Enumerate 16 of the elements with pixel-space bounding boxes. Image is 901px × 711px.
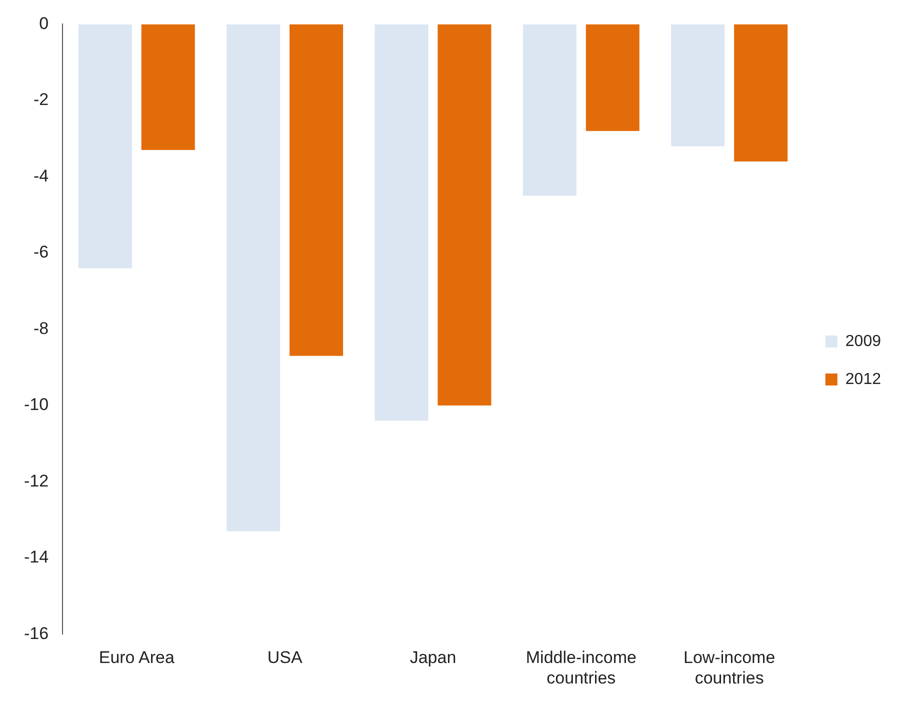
y-tick-label: -12 xyxy=(24,471,49,490)
y-tick-label: -8 xyxy=(33,318,49,338)
y-tick-label: -6 xyxy=(33,242,49,262)
x-tick-label: Low-income countries xyxy=(683,648,776,688)
x-tick-label: Euro Area xyxy=(98,648,175,668)
x-tick-label: USA xyxy=(267,648,303,668)
legend-label: 2009 xyxy=(845,332,882,350)
y-tick-label: -4 xyxy=(33,166,49,186)
x-tick-label: Japan xyxy=(410,648,456,668)
y-tick-label: -10 xyxy=(24,395,49,414)
legend-label: 2012 xyxy=(845,370,882,388)
y-tick-label: 0 xyxy=(39,14,49,33)
y-tick-label: -2 xyxy=(33,90,49,110)
y-tick-label: -16 xyxy=(24,624,49,643)
x-tick-label: Middle-income countries xyxy=(526,648,636,688)
y-tick-label: -14 xyxy=(24,548,49,567)
